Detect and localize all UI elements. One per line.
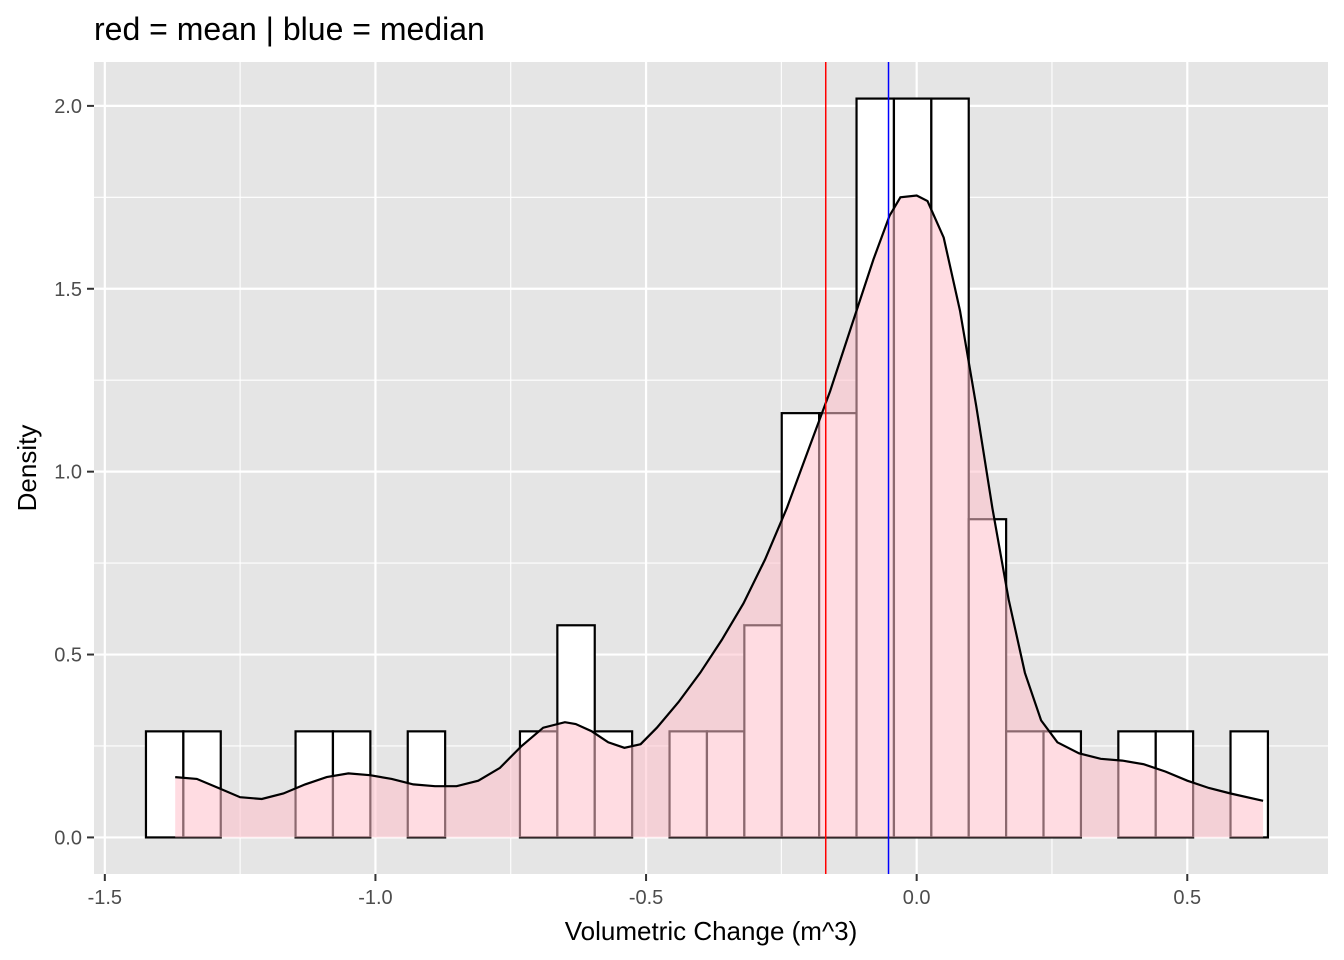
x-tick-label: -0.5 xyxy=(629,887,663,909)
x-tick-label: 0.0 xyxy=(903,887,931,909)
y-axis-title: Density xyxy=(12,425,42,512)
x-tick-label: 0.5 xyxy=(1173,887,1201,909)
y-tick-label: 0.0 xyxy=(54,827,82,849)
x-axis-title: Volumetric Change (m^3) xyxy=(565,916,858,946)
y-tick-label: 1.0 xyxy=(54,462,82,484)
x-tick-label: -1.0 xyxy=(358,887,392,909)
y-tick-label: 1.5 xyxy=(54,279,82,301)
y-axis: 0.0 0.5 1.0 1.5 2.0 xyxy=(54,96,94,849)
density-area xyxy=(175,195,1264,838)
chart-title: red = mean | blue = median xyxy=(94,11,485,47)
y-tick-label: 2.0 xyxy=(54,96,82,118)
density-curve xyxy=(175,194,1264,802)
x-tick-label: -1.5 xyxy=(88,887,122,909)
x-axis: -1.5 -1.0 -0.5 0.0 0.5 xyxy=(88,874,1201,909)
y-tick-label: 0.5 xyxy=(54,645,82,667)
